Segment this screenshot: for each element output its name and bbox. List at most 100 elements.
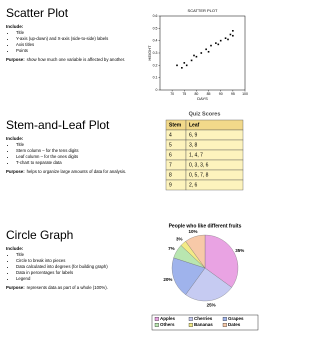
include-label: Include: — [6, 246, 24, 251]
pie-slice — [185, 267, 232, 302]
plot-frame — [159, 15, 246, 91]
point — [185, 64, 188, 67]
table-text: Stem — [169, 122, 182, 128]
point — [207, 50, 210, 53]
slice-label: 3% — [176, 237, 183, 242]
y-axis-title: HEIGHT — [147, 45, 152, 61]
point — [224, 37, 227, 39]
pie-slice — [185, 234, 206, 269]
table-text: 8 — [169, 172, 172, 178]
table-text: 2, 6 — [189, 182, 198, 188]
legend-label: Others — [160, 322, 175, 327]
slice-label: 10% — [188, 229, 197, 234]
legend-box — [151, 314, 259, 331]
x-axis-title: DAYS — [197, 96, 208, 101]
legend-label: Apples — [160, 316, 176, 321]
y-tick-label: 0.1 — [153, 76, 158, 80]
point — [176, 64, 178, 67]
point — [200, 52, 203, 54]
table-text: 3, 8 — [189, 142, 198, 148]
purpose-label: Purpose: — [6, 57, 25, 62]
pie-slice — [204, 234, 239, 288]
point — [210, 44, 212, 47]
legend-swatch — [154, 323, 159, 327]
purpose-text: show how much one variable is affected b… — [26, 57, 126, 62]
point — [217, 43, 220, 46]
legend-label: Cherries — [194, 316, 213, 321]
include-item: Title — [16, 30, 134, 36]
legend-swatch — [222, 323, 227, 327]
section-title: Circle Graph — [6, 228, 74, 242]
legend-swatch — [222, 317, 227, 321]
y-tick-label: 0.5 — [153, 26, 158, 30]
purpose-text: helps to organize large amounts of data … — [26, 169, 127, 174]
include-item: Title — [16, 142, 134, 148]
legend-swatch — [188, 323, 193, 327]
section: Scatter Plot Include:TitleY-axis (up-down… — [6, 6, 134, 63]
y-tick-label: 0.3 — [153, 51, 158, 55]
point — [205, 48, 207, 51]
y-tick-label: 0.2 — [153, 63, 158, 67]
slice-label: 20% — [163, 277, 172, 282]
include-item: Y-axis (up-down) and X-axis (side-to-sid… — [16, 36, 134, 42]
legend-label: Dates — [228, 322, 241, 327]
section: Circle Graph Include:TitleCircle to break… — [6, 228, 134, 291]
point — [195, 55, 198, 58]
include-list: TitleCircle to break into piecesData cal… — [16, 252, 134, 282]
y-tick-label: 0 — [156, 88, 158, 92]
point — [227, 38, 229, 41]
include-item: Data in percentages for labels — [16, 270, 134, 276]
section-title: Scatter Plot — [6, 6, 69, 20]
chart-title: People who like different fruits — [169, 223, 242, 229]
y-tick-label: 0.6 — [153, 14, 158, 18]
table-text: 6 — [169, 152, 172, 158]
point — [183, 62, 186, 64]
pie-slice — [171, 257, 206, 295]
table-text: 0, 5, 7, 8 — [189, 172, 209, 178]
include-list: TitleY-axis (up-down) and X-axis (side-t… — [16, 30, 134, 54]
section-title: Stem-and-Leaf Plot — [6, 118, 110, 132]
x-tick-label: 75 — [182, 92, 186, 96]
include-label: Include: — [6, 136, 24, 141]
purpose-label: Purpose: — [6, 285, 25, 290]
legend-label: Grapes — [228, 316, 244, 321]
table-title: Quiz Scores — [189, 111, 221, 117]
x-tick-label: 90 — [219, 92, 223, 96]
include-item: T-chart to separate data — [16, 160, 134, 166]
point — [181, 67, 183, 69]
table-text: 4 — [169, 132, 172, 138]
page: SCATTER PLOT 70 75 80 85 90 95 100 0 0.1 0.2 0.3 0.4… — [0, 0, 270, 350]
include-item: Title — [16, 252, 134, 258]
slice-label: 7% — [168, 246, 175, 251]
table-text: Leaf — [189, 122, 200, 128]
y-tick-label: 0.4 — [153, 39, 158, 43]
include-item: Legend — [16, 276, 134, 282]
include-label: Include: — [6, 24, 24, 29]
include-item: Stem column – for the tens digits — [16, 148, 134, 154]
x-tick-label: 100 — [242, 92, 248, 96]
x-tick-label: 80 — [194, 92, 198, 96]
table-text: 5 — [169, 142, 172, 148]
purpose: Purpose: helps to organize large amounts … — [6, 169, 134, 175]
table-text: 1, 4, 7 — [189, 152, 203, 158]
legend-swatch — [188, 317, 193, 321]
point — [229, 33, 232, 36]
x-tick-label: 85 — [207, 92, 211, 96]
section: Stem-and-Leaf Plot Include:TitleStem colu… — [6, 118, 134, 175]
point — [232, 30, 234, 32]
point — [190, 59, 193, 62]
table-text: 0, 3, 3, 6 — [189, 162, 209, 168]
include-item: Data calculated into degrees (for buildi… — [16, 264, 134, 270]
include-list: TitleStem column – for the tens digitsLe… — [16, 142, 134, 166]
include-item: Axis titles — [16, 42, 134, 48]
purpose: Purpose: show how much one variable is af… — [6, 57, 134, 63]
include-item: Points — [16, 48, 134, 54]
table-text: 7 — [169, 162, 172, 168]
point — [193, 54, 195, 57]
point — [232, 34, 234, 37]
x-tick-label: 95 — [231, 92, 235, 96]
table-text: 6, 9 — [189, 132, 198, 138]
slice-label: 25% — [207, 303, 216, 308]
point — [215, 42, 217, 44]
